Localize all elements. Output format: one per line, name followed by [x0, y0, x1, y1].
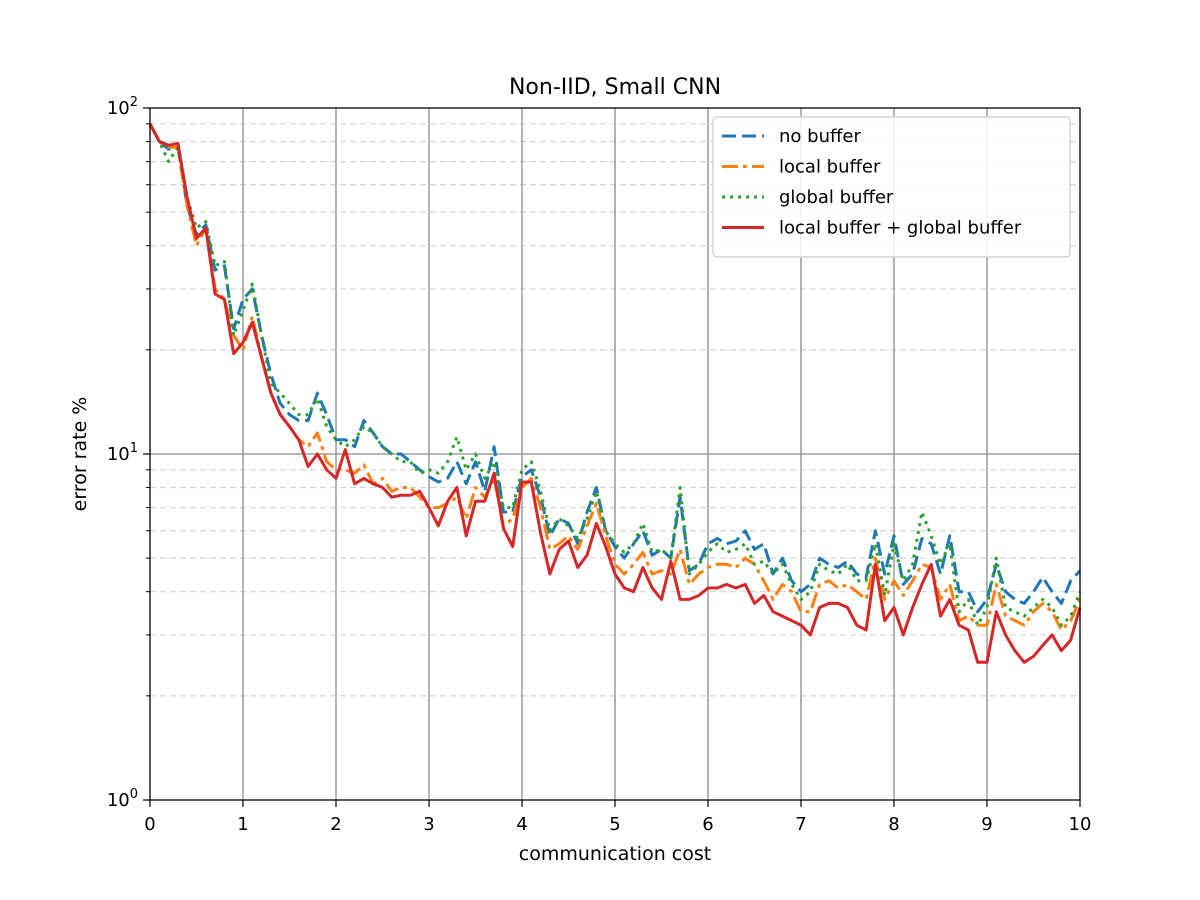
x-axis-label: communication cost [519, 843, 711, 865]
legend-label: global buffer [779, 187, 894, 208]
legend: no buffer local buffer global buffer local … [712, 116, 1071, 258]
x-tick-label: 9 [981, 814, 992, 835]
chart-title: Non-IID, Small CNN [509, 75, 721, 100]
series-line-local-buffer [148, 123, 1082, 632]
x-tick-label: 2 [330, 814, 341, 835]
series-line-no-buffer [148, 123, 1082, 614]
x-tick-label: 10 [1069, 814, 1092, 835]
legend-label: local buffer + global buffer [779, 218, 1022, 239]
x-tick-label: 8 [888, 814, 899, 835]
x-tick-label: 7 [795, 814, 806, 835]
series-layer [148, 123, 1082, 664]
legend-label: no buffer [779, 126, 861, 147]
tick-layer: 100 101 102 0 1 2 3 4 5 6 7 8 9 10 [107, 95, 1092, 835]
legend-label: local buffer [779, 157, 881, 178]
series-line-local-buffer-global-buffer [148, 123, 1082, 664]
x-tick-label: 3 [423, 814, 434, 835]
x-tick-label: 5 [609, 814, 620, 835]
x-tick-label: 1 [237, 814, 248, 835]
y-tick-label: 102 [107, 95, 138, 119]
x-tick-label: 6 [702, 814, 713, 835]
y-tick-label: 101 [107, 441, 138, 465]
x-tick-label: 0 [144, 814, 155, 835]
y-tick-label: 100 [107, 787, 138, 811]
x-tick-label: 4 [516, 814, 527, 835]
legend-box [712, 116, 1071, 258]
y-axis-label: error rate % [69, 397, 91, 512]
